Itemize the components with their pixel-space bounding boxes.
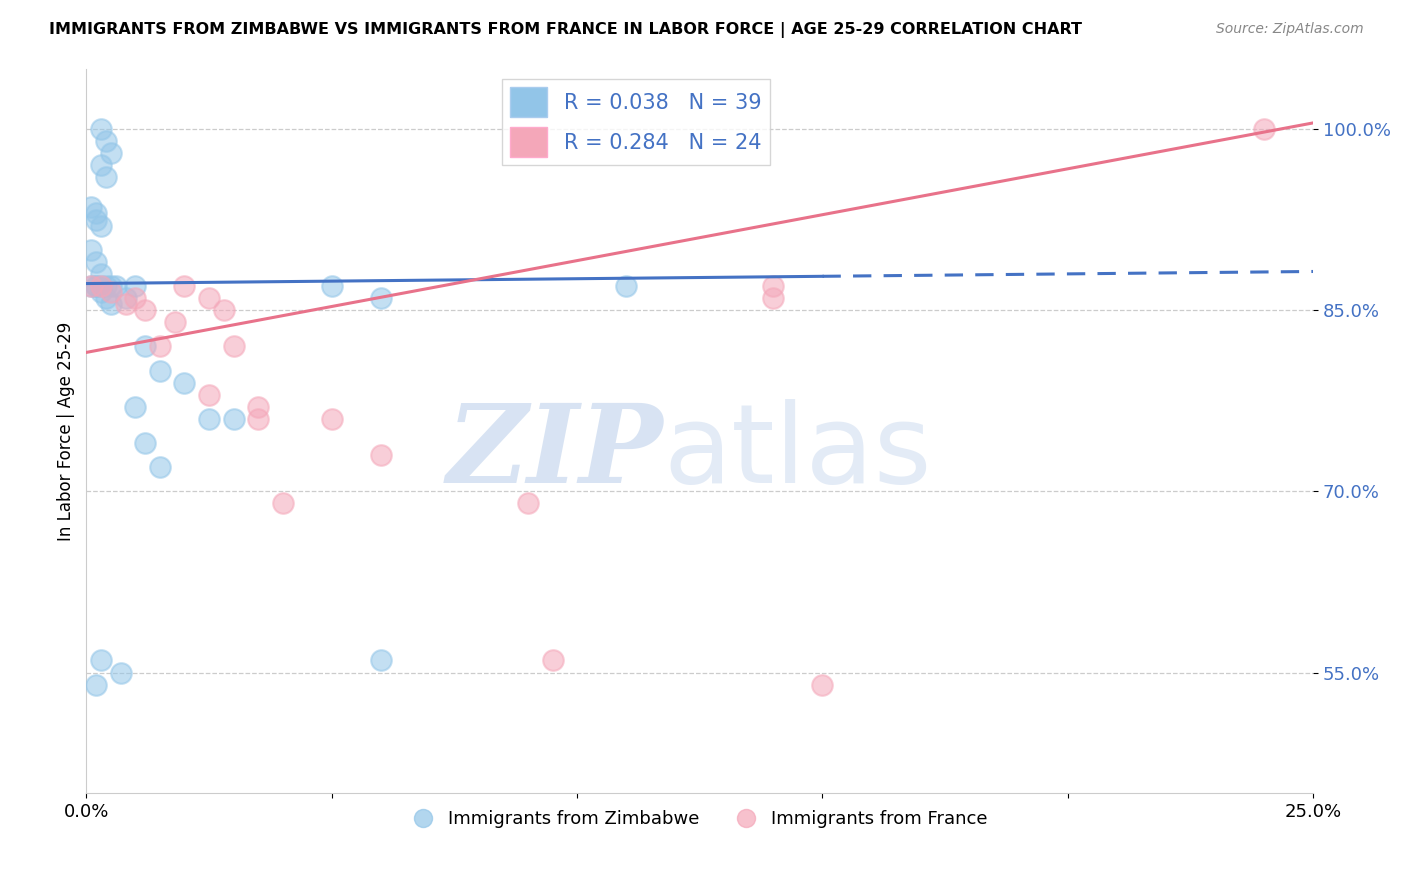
Point	[212, 303, 235, 318]
Point	[247, 412, 270, 426]
Point	[100, 285, 122, 299]
Point	[94, 279, 117, 293]
Point	[124, 279, 146, 293]
Point	[80, 279, 103, 293]
Point	[614, 279, 637, 293]
Point	[110, 665, 132, 680]
Point	[149, 363, 172, 377]
Point	[370, 653, 392, 667]
Text: IMMIGRANTS FROM ZIMBABWE VS IMMIGRANTS FROM FRANCE IN LABOR FORCE | AGE 25-29 CO: IMMIGRANTS FROM ZIMBABWE VS IMMIGRANTS F…	[49, 22, 1083, 38]
Point	[84, 279, 107, 293]
Point	[94, 291, 117, 305]
Point	[84, 279, 107, 293]
Point	[517, 496, 540, 510]
Point	[90, 279, 112, 293]
Point	[541, 653, 564, 667]
Point	[104, 279, 127, 293]
Point	[90, 653, 112, 667]
Point	[321, 279, 343, 293]
Point	[198, 291, 221, 305]
Point	[173, 279, 195, 293]
Point	[124, 400, 146, 414]
Point	[762, 279, 785, 293]
Point	[163, 315, 186, 329]
Point	[90, 219, 112, 233]
Point	[247, 400, 270, 414]
Point	[149, 460, 172, 475]
Point	[370, 448, 392, 462]
Point	[124, 291, 146, 305]
Point	[100, 297, 122, 311]
Point	[94, 134, 117, 148]
Point	[84, 206, 107, 220]
Point	[80, 201, 103, 215]
Point	[222, 339, 245, 353]
Point	[198, 387, 221, 401]
Text: ZIP: ZIP	[446, 399, 664, 507]
Point	[114, 291, 136, 305]
Point	[1253, 122, 1275, 136]
Point	[100, 279, 122, 293]
Point	[149, 339, 172, 353]
Point	[84, 255, 107, 269]
Point	[90, 279, 112, 293]
Point	[271, 496, 294, 510]
Point	[198, 412, 221, 426]
Point	[80, 243, 103, 257]
Point	[370, 291, 392, 305]
Y-axis label: In Labor Force | Age 25-29: In Labor Force | Age 25-29	[58, 321, 75, 541]
Point	[321, 412, 343, 426]
Text: Source: ZipAtlas.com: Source: ZipAtlas.com	[1216, 22, 1364, 37]
Point	[90, 285, 112, 299]
Point	[114, 297, 136, 311]
Point	[134, 339, 156, 353]
Point	[222, 412, 245, 426]
Point	[134, 436, 156, 450]
Point	[80, 279, 103, 293]
Point	[84, 212, 107, 227]
Point	[94, 170, 117, 185]
Point	[84, 678, 107, 692]
Text: atlas: atlas	[664, 400, 931, 506]
Point	[90, 158, 112, 172]
Point	[134, 303, 156, 318]
Point	[173, 376, 195, 390]
Point	[90, 267, 112, 281]
Point	[100, 146, 122, 161]
Point	[762, 291, 785, 305]
Legend: Immigrants from Zimbabwe, Immigrants from France: Immigrants from Zimbabwe, Immigrants fro…	[405, 803, 995, 835]
Point	[90, 122, 112, 136]
Point	[811, 678, 834, 692]
